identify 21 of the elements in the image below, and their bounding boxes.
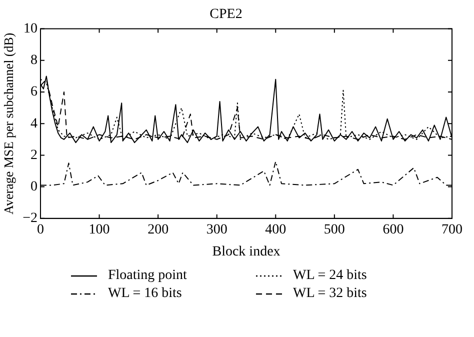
y-tick-label: 8 [30, 53, 38, 68]
y-tick-label: −2 [22, 211, 38, 226]
y-tick-label: 4 [30, 116, 38, 132]
legend-label: WL = 24 bits [293, 268, 367, 284]
x-tick-label: 700 [442, 222, 462, 238]
y-axis-title: Average MSE per subchannel (dB) [1, 32, 16, 214]
chart-title: CPE2 [210, 7, 242, 22]
x-tick-label: 500 [324, 222, 345, 238]
x-tick-label: 200 [148, 222, 169, 238]
y-tick-label: 2 [30, 148, 38, 163]
y-tick-label: 10 [23, 21, 38, 36]
x-tick-label: 400 [265, 222, 286, 238]
x-tick-label: 600 [382, 222, 404, 238]
legend-label: WL = 16 bits [108, 286, 182, 302]
x-axis-title: Block index [212, 244, 280, 260]
x-tick-label: 300 [206, 222, 228, 238]
legend-label: Floating point [108, 268, 187, 284]
x-tick-label: 100 [88, 222, 110, 238]
y-tick-label: 0 [30, 179, 38, 194]
y-tick-label: 6 [30, 84, 38, 100]
legend-label: WL = 32 bits [293, 286, 367, 302]
